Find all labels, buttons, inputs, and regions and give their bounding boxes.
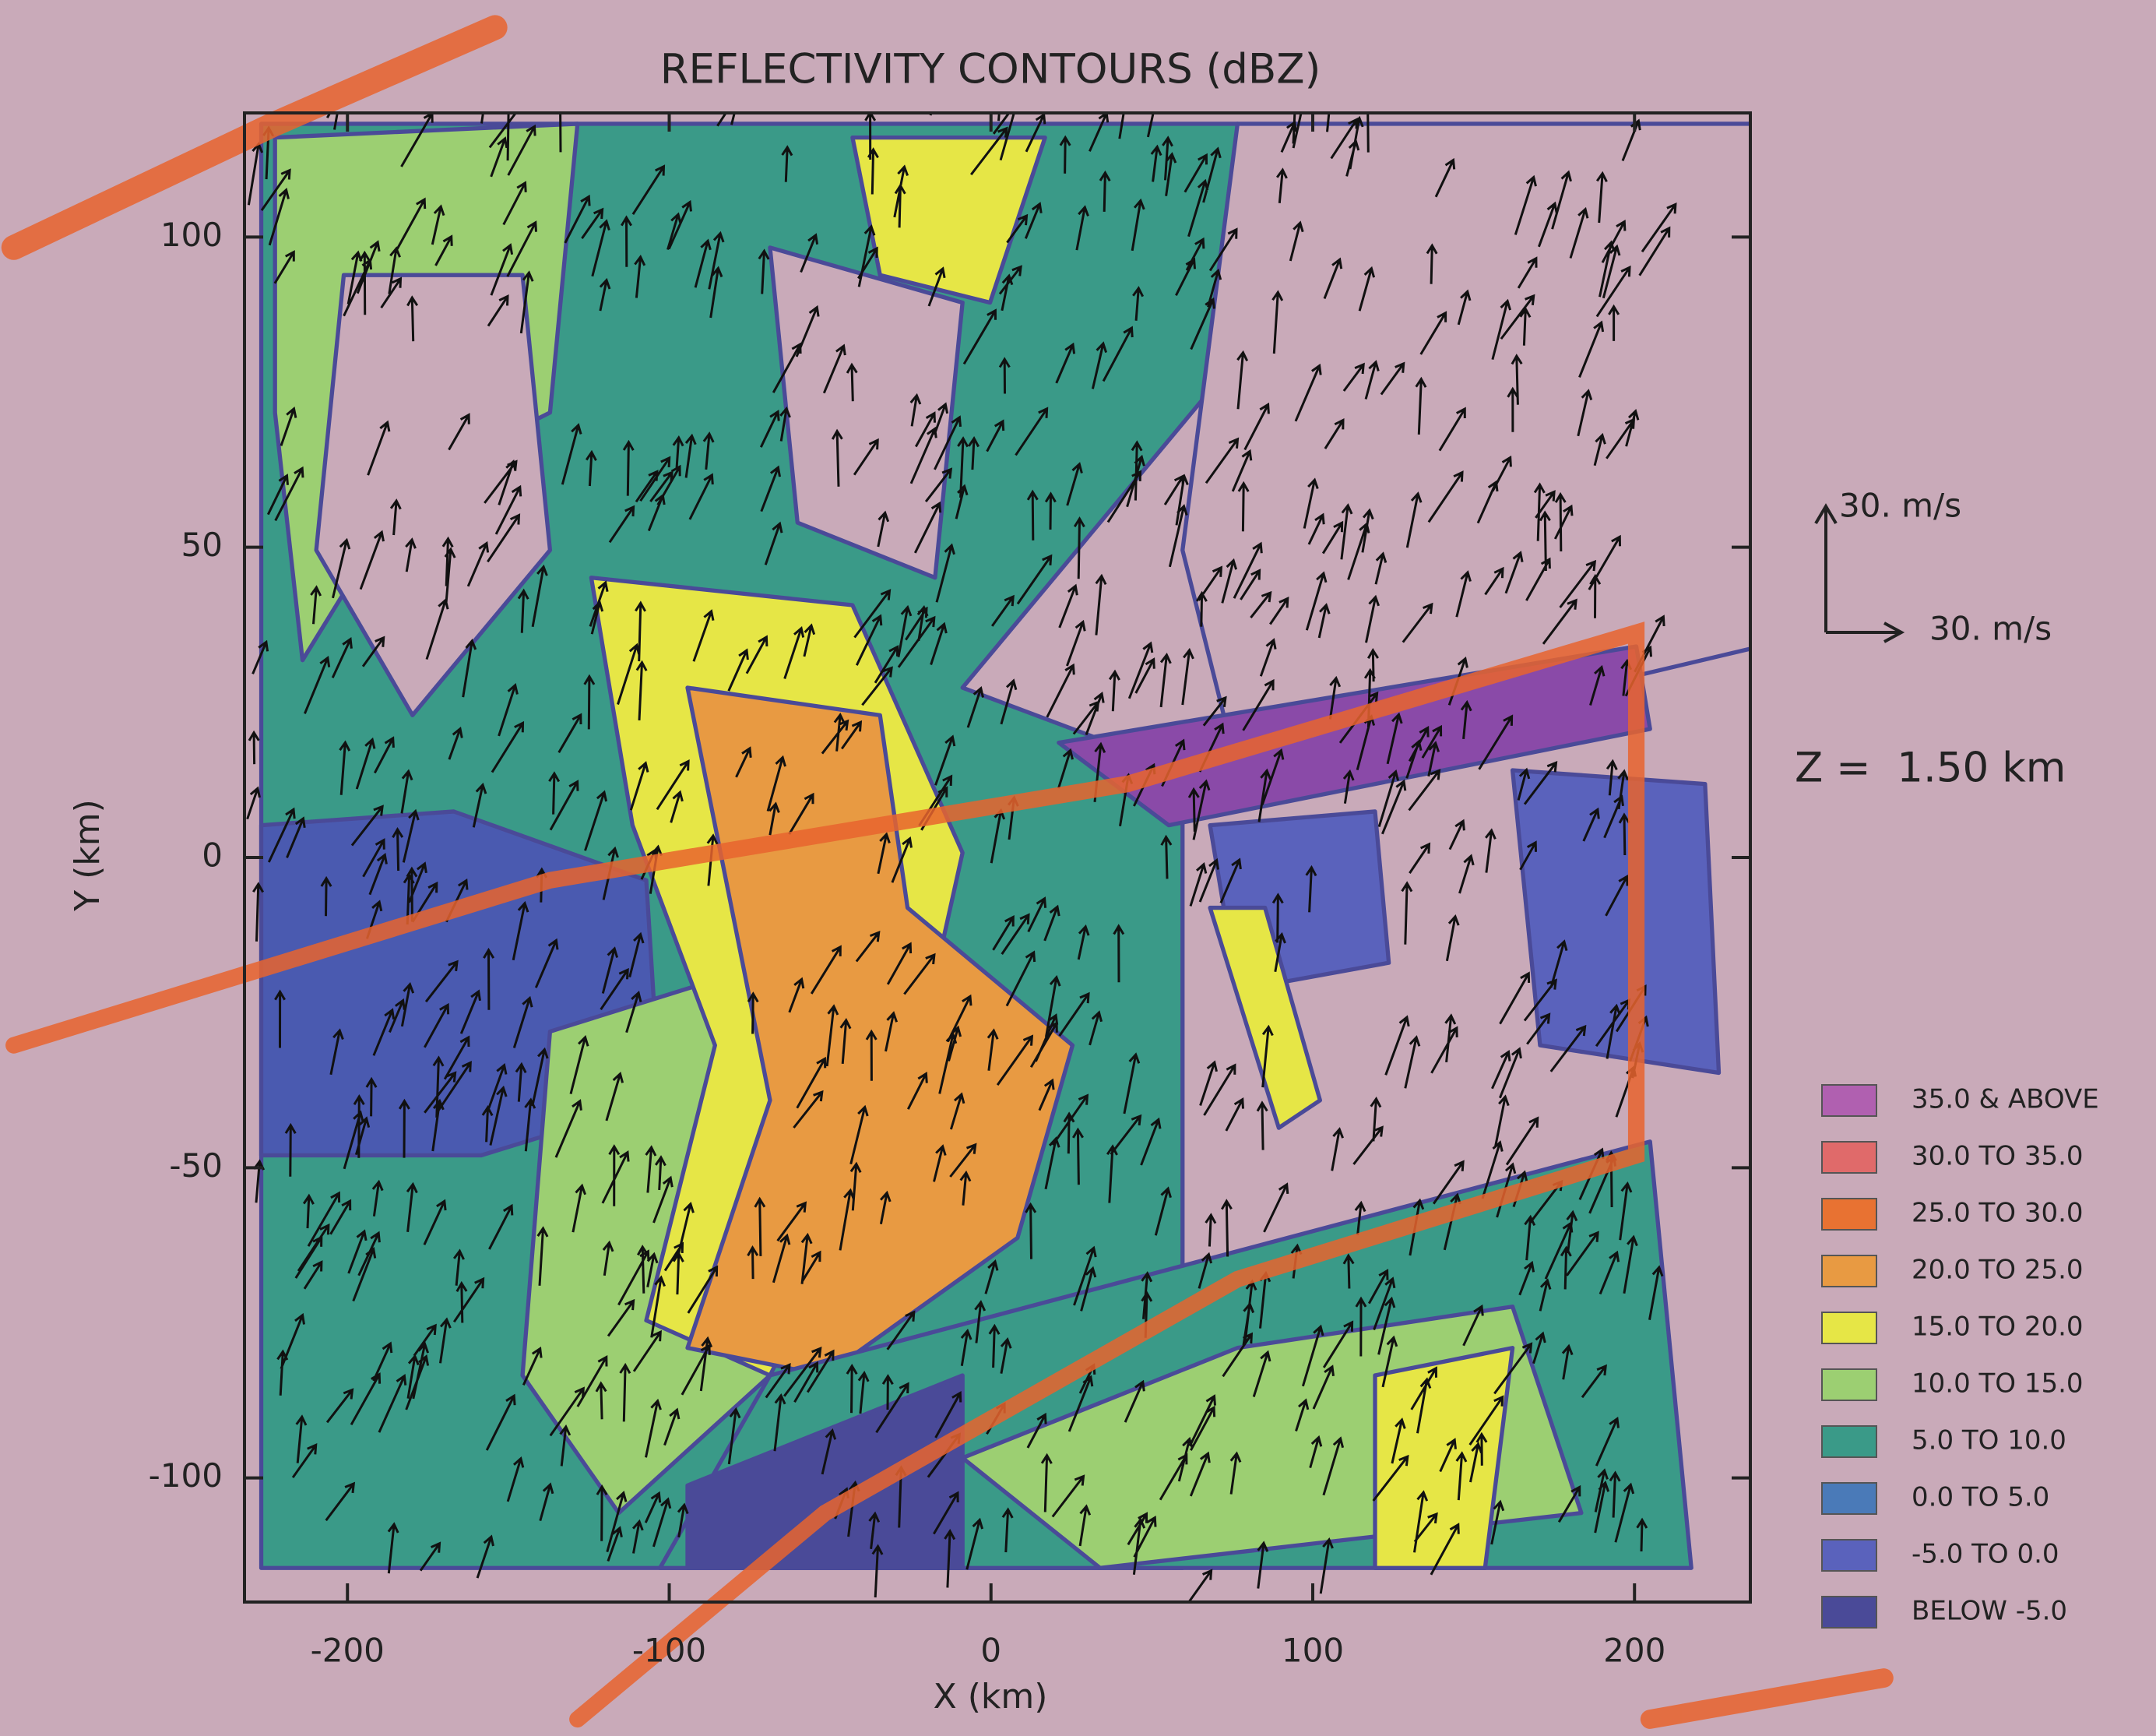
legend-label: 20.0 TO 25.0	[1912, 1255, 2084, 1286]
legend-swatch	[1822, 1312, 1876, 1343]
legend-swatch	[1822, 1540, 1876, 1571]
x-tick-label: 200	[1603, 1632, 1665, 1670]
legend-label: 30.0 TO 35.0	[1912, 1141, 2084, 1172]
y-tick-label: 50	[181, 526, 223, 564]
chart-title: REFLECTIVITY CONTOURS (dBZ)	[660, 46, 1321, 93]
vector-scale-v-label: 30. m/s	[1839, 487, 1961, 525]
legend-label: -5.0 TO 0.0	[1912, 1539, 2059, 1570]
x-tick-label: 0	[980, 1632, 1001, 1670]
legend-swatch	[1822, 1597, 1876, 1628]
y-tick-label: 0	[202, 836, 223, 875]
legend-label: 10.0 TO 15.0	[1912, 1368, 2084, 1400]
legend-label: 0.0 TO 5.0	[1912, 1482, 2049, 1513]
contour-field	[248, 70, 1760, 1601]
x-tick-label: -200	[311, 1632, 385, 1670]
legend-swatch	[1822, 1199, 1876, 1230]
legend-swatch	[1822, 1369, 1876, 1400]
y-axis-label: Y (km)	[68, 799, 107, 912]
x-axis-label: X (km)	[934, 1677, 1048, 1717]
chart: REFLECTIVITY CONTOURS (dBZ) X (km) Y (km…	[0, 0, 2156, 1736]
legend-swatch	[1822, 1426, 1876, 1457]
x-tick-label: -100	[632, 1632, 706, 1670]
legend-label: 35.0 & ABOVE	[1912, 1084, 2099, 1115]
y-tick-label: -100	[149, 1456, 223, 1495]
y-tick-label: 100	[160, 216, 223, 254]
legend-swatch	[1822, 1255, 1876, 1287]
legend-swatch	[1822, 1142, 1876, 1173]
legend-label: 15.0 TO 20.0	[1912, 1312, 2084, 1343]
height-annotation: Z = 1.50 km	[1795, 745, 2066, 792]
vector-scale-u-label: 30. m/s	[1929, 610, 2052, 648]
y-tick-label: -50	[169, 1146, 223, 1185]
legend-label: BELOW -5.0	[1912, 1596, 2067, 1627]
legend-swatch	[1822, 1085, 1876, 1116]
x-tick-label: 100	[1282, 1632, 1344, 1670]
legend-label: 5.0 TO 10.0	[1912, 1425, 2066, 1456]
legend-swatch	[1822, 1483, 1876, 1514]
legend-label: 25.0 TO 30.0	[1912, 1198, 2084, 1229]
